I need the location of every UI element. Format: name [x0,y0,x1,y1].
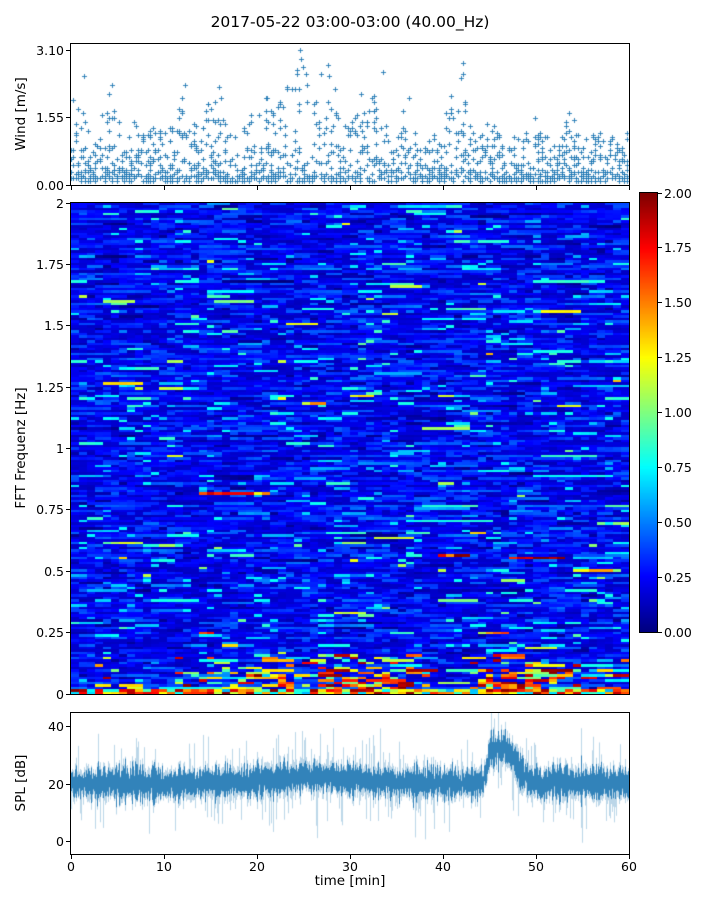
spectrogram-heatmap [71,203,629,694]
y-tick-mark [66,49,70,51]
y-tick-mark [66,632,70,634]
colorbar [640,193,657,632]
y-tick-mark [66,725,70,727]
x-tick-mark [163,186,165,190]
x-tick-mark [349,186,351,190]
y-tick-label: 1.55 [36,110,64,126]
x-tick-label: 0 [67,859,75,874]
colorbar-tick-mark [658,357,662,359]
spectrogram-plot-frame [70,202,630,695]
x-tick-mark [163,855,165,859]
y-tick-mark [66,783,70,785]
x-tick-mark [256,186,258,190]
colorbar-tick-mark [658,521,662,523]
colorbar-tick-label: 0.25 [664,569,692,585]
x-tick-label: 10 [156,859,172,874]
x-tick-mark [628,855,630,859]
y-tick-label: 40 [48,718,64,734]
x-tick-mark [628,186,630,190]
x-tick-label: 20 [249,859,265,874]
y-tick-label: 0.00 [36,177,64,193]
y-tick-mark [66,184,70,186]
y-tick-mark [66,841,70,843]
y-tick-mark [66,570,70,572]
y-tick-label: 2 [56,195,64,211]
y-tick-label: 0 [56,834,64,850]
x-tick-mark [349,855,351,859]
colorbar-tick-label: 2.00 [664,185,692,201]
chart-title: 2017-05-22 03:00-03:00 (40.00_Hz) [210,13,490,31]
wind-plot-frame [70,43,630,186]
y-tick-mark [66,693,70,695]
y-tick-mark [66,263,70,265]
x-tick-label: 40 [435,859,451,874]
y-tick-label: 0 [56,686,64,702]
x-tick-label: 50 [528,859,544,874]
colorbar-tick-mark [658,302,662,304]
x-tick-mark [442,855,444,859]
y-tick-label: 0.75 [36,502,64,518]
wind-scatter-plot [71,44,629,185]
y-tick-label: 20 [48,776,64,792]
colorbar-tick-mark [658,631,662,633]
colorbar-tick-label: 1.50 [664,295,692,311]
colorbar-tick-mark [658,412,662,413]
y-tick-mark [66,448,70,449]
x-tick-mark [70,186,72,190]
x-tick-mark [70,855,72,859]
y-tick-mark [66,509,70,511]
colorbar-tick-label: 1.75 [664,240,692,256]
colorbar-tick-label: 0.75 [664,459,692,475]
y-tick-mark [66,117,70,119]
x-axis-label: time [min] [314,873,386,889]
x-tick-mark [256,855,258,859]
y-tick-label: 3.10 [36,42,64,58]
y-tick-mark [66,325,70,327]
y-tick-mark [66,386,70,388]
y-tick-label: 1.75 [36,256,64,272]
x-tick-label: 60 [621,859,637,874]
x-tick-label: 30 [342,859,358,874]
colorbar-tick-mark [658,576,662,578]
y-tick-label: 1.25 [36,379,64,395]
y-tick-label: 1 [56,441,64,456]
x-tick-mark [442,186,444,190]
y-tick-mark [66,202,70,204]
colorbar-tick-mark [658,192,662,194]
x-tick-mark [535,855,537,859]
y-tick-label: 1.5 [44,318,64,334]
x-tick-mark [535,186,537,190]
colorbar-tick-mark [658,247,662,249]
colorbar-tick-label: 1.00 [664,405,692,420]
colorbar-tick-label: 0.00 [664,624,692,640]
colorbar-frame [639,192,658,633]
colorbar-tick-label: 1.25 [664,350,692,366]
y-tick-label: 0.5 [44,563,64,579]
spl-plot-frame [70,712,630,855]
spl-line-plot [71,713,629,854]
y-tick-label: 0.25 [36,625,64,641]
colorbar-tick-label: 0.50 [664,514,692,530]
colorbar-tick-mark [658,466,662,468]
